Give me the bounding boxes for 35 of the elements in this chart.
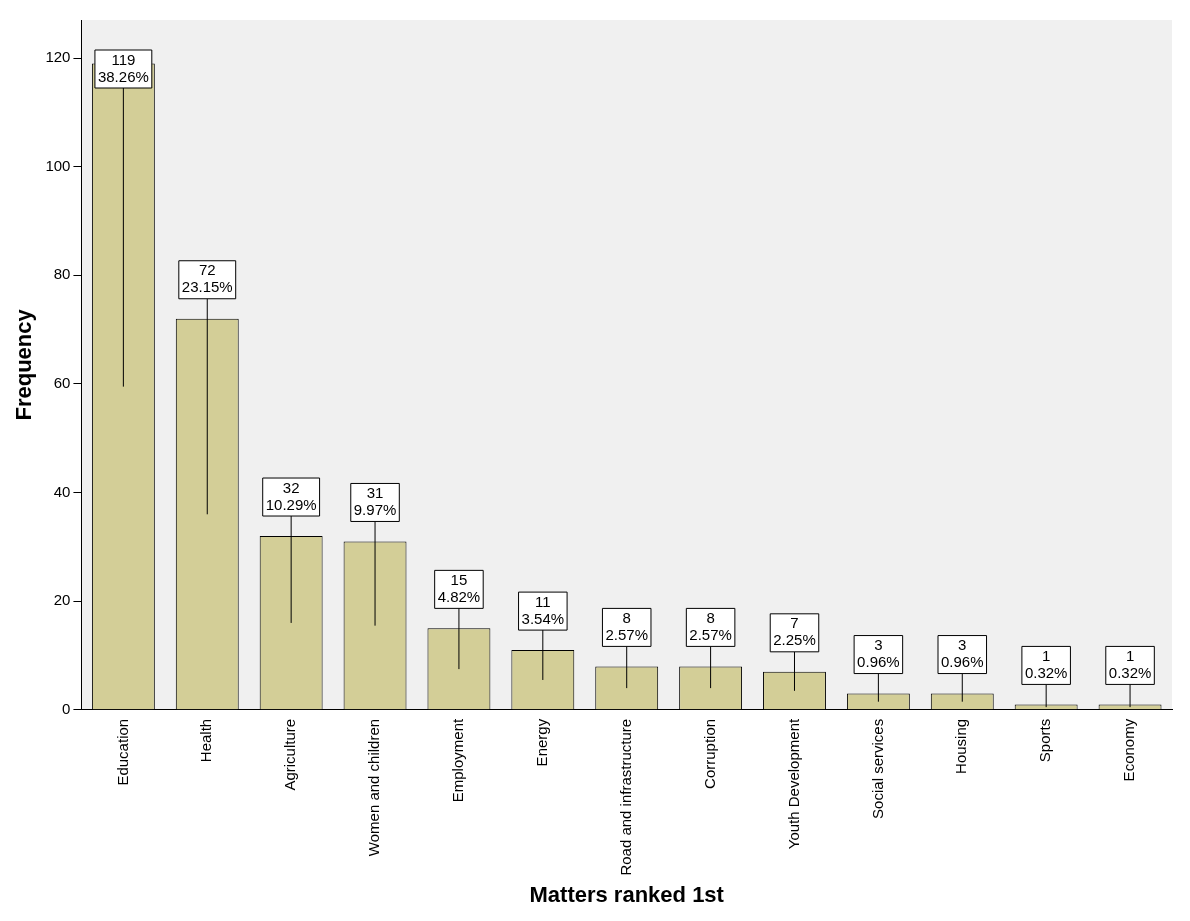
y-tick-label: 0 bbox=[62, 699, 71, 717]
data-label: 119 38.26% bbox=[97, 50, 149, 85]
data-label: 31 9.97% bbox=[353, 484, 397, 519]
x-tick-label: Women and children bbox=[365, 718, 383, 857]
x-tick-label: Health bbox=[197, 718, 215, 763]
data-label: 8 2.57% bbox=[605, 609, 648, 644]
data-label: 3 0.96% bbox=[941, 636, 984, 671]
y-tick-label: 100 bbox=[45, 156, 71, 174]
x-tick-label: Social services bbox=[868, 718, 886, 819]
data-label: 11 3.54% bbox=[521, 592, 565, 627]
x-axis-title: Matters ranked 1st bbox=[529, 881, 725, 907]
x-tick-label: Employment bbox=[449, 718, 467, 803]
x-tick-label: Energy bbox=[532, 718, 550, 767]
data-label: 72 23.15% bbox=[181, 261, 233, 296]
x-tick-label: Road and infrastructure bbox=[616, 718, 634, 876]
data-label: 15 4.82% bbox=[437, 571, 481, 606]
x-tick-label: Agriculture bbox=[281, 718, 299, 791]
y-tick-label: 80 bbox=[53, 265, 71, 283]
y-tick-label: 40 bbox=[53, 482, 71, 500]
data-label: 32 10.29% bbox=[265, 478, 317, 513]
data-label: 3 0.96% bbox=[857, 636, 900, 671]
y-tick-label: 20 bbox=[53, 591, 71, 609]
data-label: 8 2.57% bbox=[689, 609, 732, 644]
x-tick-label: Corruption bbox=[700, 718, 718, 789]
y-tick-label: 60 bbox=[53, 374, 71, 392]
x-tick-label: Economy bbox=[1120, 718, 1138, 782]
x-tick-label: Education bbox=[113, 718, 131, 786]
data-label: 7 2.25% bbox=[773, 614, 816, 649]
data-label: 1 0.32% bbox=[1108, 647, 1152, 682]
x-tick-label: Youth Development bbox=[784, 718, 802, 850]
x-tick-label: Housing bbox=[952, 718, 970, 774]
y-tick-label: 120 bbox=[45, 48, 71, 66]
x-tick-label: Sports bbox=[1036, 718, 1054, 763]
data-label: 1 0.32% bbox=[1024, 647, 1068, 682]
y-axis-title: Frequency bbox=[11, 308, 37, 421]
